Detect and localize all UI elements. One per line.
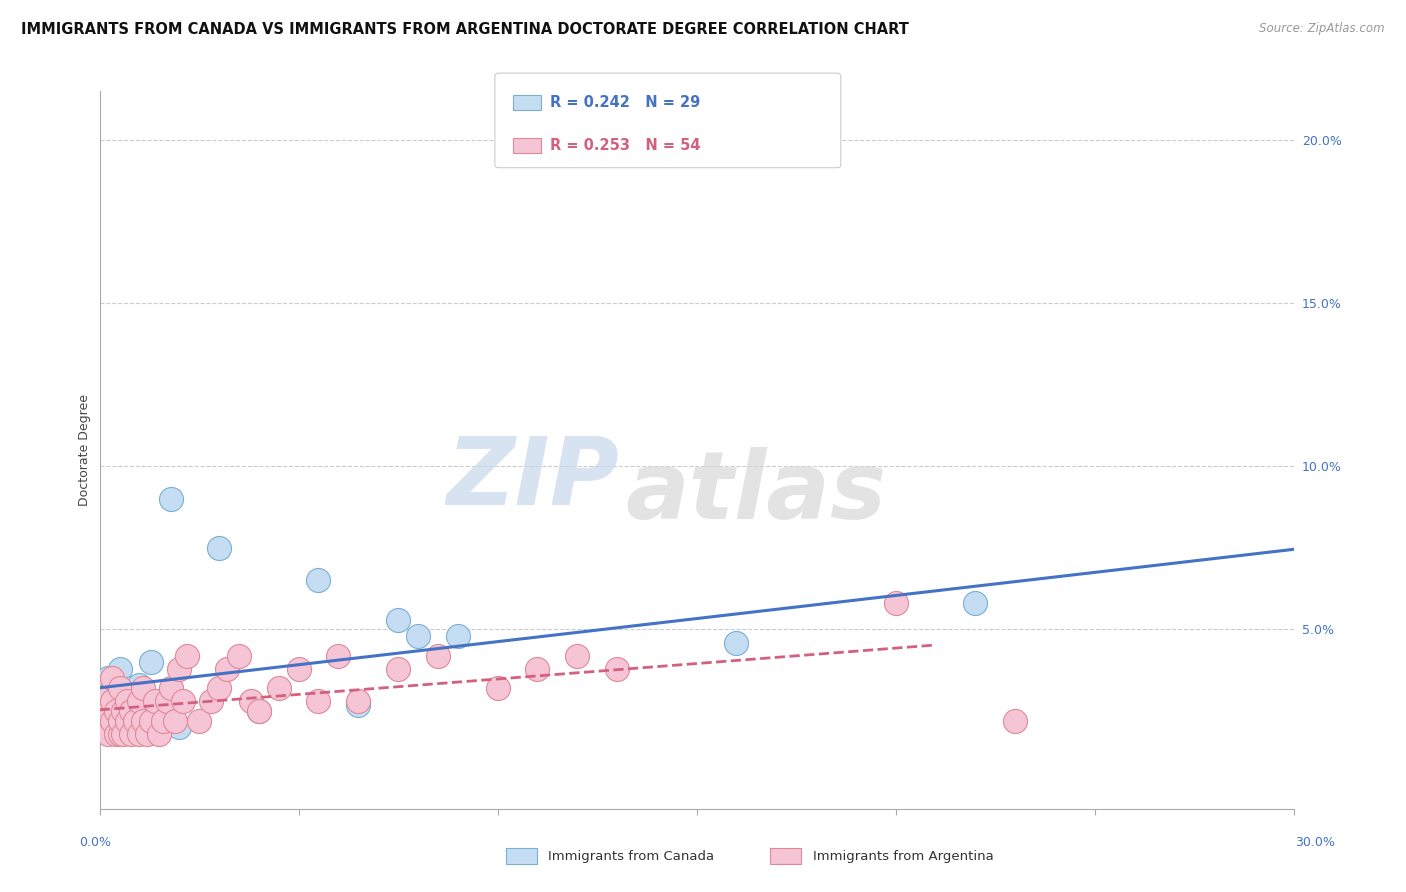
- Point: [120, 704, 142, 718]
- Point: [447, 629, 470, 643]
- Point: [128, 678, 150, 692]
- Point: [208, 541, 231, 555]
- Point: [148, 694, 170, 708]
- Point: [136, 704, 159, 718]
- Point: [215, 662, 238, 676]
- Point: [124, 714, 146, 728]
- Point: [108, 681, 131, 696]
- Point: [165, 714, 187, 728]
- Point: [132, 714, 155, 728]
- Point: [108, 727, 131, 741]
- Point: [104, 704, 127, 718]
- Point: [128, 694, 150, 708]
- Point: [152, 704, 174, 718]
- Point: [108, 714, 131, 728]
- Point: [112, 694, 135, 708]
- Point: [141, 714, 163, 728]
- Point: [97, 672, 120, 686]
- Point: [128, 727, 150, 741]
- Point: [104, 727, 127, 741]
- Point: [112, 704, 135, 718]
- Point: [167, 662, 190, 676]
- Point: [93, 694, 115, 708]
- Point: [267, 681, 290, 696]
- Point: [208, 681, 231, 696]
- Point: [136, 727, 159, 741]
- Point: [97, 688, 120, 702]
- Point: [287, 662, 309, 676]
- Point: [100, 714, 122, 728]
- Text: atlas: atlas: [624, 447, 886, 539]
- Point: [100, 672, 122, 686]
- Point: [328, 648, 350, 663]
- Point: [200, 694, 222, 708]
- Point: [1004, 714, 1026, 728]
- Point: [141, 655, 163, 669]
- Text: R = 0.253   N = 54: R = 0.253 N = 54: [550, 138, 700, 153]
- Point: [152, 714, 174, 728]
- Point: [120, 681, 142, 696]
- Point: [526, 662, 548, 676]
- Point: [725, 635, 748, 649]
- Point: [93, 714, 115, 728]
- Point: [239, 694, 262, 708]
- Point: [100, 694, 122, 708]
- Point: [965, 596, 987, 610]
- Point: [606, 662, 628, 676]
- Text: R = 0.242   N = 29: R = 0.242 N = 29: [550, 95, 700, 110]
- Point: [160, 491, 183, 506]
- Point: [143, 694, 166, 708]
- Point: [148, 727, 170, 741]
- Point: [406, 629, 429, 643]
- Text: Immigrants from Canada: Immigrants from Canada: [548, 850, 714, 863]
- Point: [117, 694, 139, 708]
- Point: [100, 720, 122, 734]
- Point: [426, 648, 449, 663]
- Point: [308, 694, 330, 708]
- Point: [228, 648, 250, 663]
- Point: [308, 574, 330, 588]
- Point: [188, 714, 211, 728]
- Point: [160, 681, 183, 696]
- Text: 0.0%: 0.0%: [80, 837, 111, 849]
- Text: IMMIGRANTS FROM CANADA VS IMMIGRANTS FROM ARGENTINA DOCTORATE DEGREE CORRELATION: IMMIGRANTS FROM CANADA VS IMMIGRANTS FRO…: [21, 22, 908, 37]
- Point: [347, 694, 370, 708]
- Text: ZIP: ZIP: [446, 433, 619, 524]
- Point: [108, 688, 131, 702]
- Point: [176, 648, 198, 663]
- Point: [247, 704, 270, 718]
- Point: [104, 704, 127, 718]
- Point: [567, 648, 589, 663]
- Text: Immigrants from Argentina: Immigrants from Argentina: [813, 850, 994, 863]
- Y-axis label: Doctorate Degree: Doctorate Degree: [79, 394, 91, 506]
- Point: [97, 727, 120, 741]
- Point: [100, 681, 122, 696]
- Point: [132, 714, 155, 728]
- Point: [124, 701, 146, 715]
- Point: [132, 681, 155, 696]
- Text: Source: ZipAtlas.com: Source: ZipAtlas.com: [1260, 22, 1385, 36]
- Point: [112, 727, 135, 741]
- Point: [172, 694, 194, 708]
- Point: [486, 681, 509, 696]
- Text: 30.0%: 30.0%: [1295, 837, 1334, 849]
- Point: [120, 727, 142, 741]
- Point: [97, 704, 120, 718]
- Point: [108, 662, 131, 676]
- Point: [387, 613, 409, 627]
- Point: [93, 688, 115, 702]
- Point: [117, 714, 139, 728]
- Point: [387, 662, 409, 676]
- Point: [156, 694, 179, 708]
- Point: [117, 714, 139, 728]
- Point: [884, 596, 907, 610]
- Point: [247, 704, 270, 718]
- Point: [347, 698, 370, 712]
- Point: [167, 720, 190, 734]
